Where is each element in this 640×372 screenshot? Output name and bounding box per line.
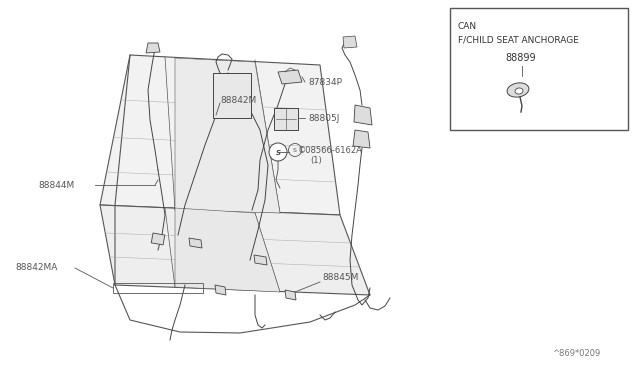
Text: 88845M: 88845M (322, 273, 358, 282)
Polygon shape (175, 58, 280, 213)
Text: F/CHILD SEAT ANCHORAGE: F/CHILD SEAT ANCHORAGE (458, 35, 579, 45)
Text: ^869*0209: ^869*0209 (552, 349, 600, 358)
Ellipse shape (515, 88, 523, 94)
Bar (274, 108, 298, 130)
Polygon shape (278, 70, 302, 84)
Ellipse shape (507, 83, 529, 97)
Polygon shape (100, 205, 370, 295)
Polygon shape (353, 130, 370, 148)
Bar (450, 8, 628, 130)
Polygon shape (146, 43, 160, 53)
Polygon shape (175, 208, 280, 292)
Polygon shape (285, 290, 296, 300)
Text: 87834P: 87834P (308, 77, 342, 87)
Polygon shape (354, 105, 372, 125)
Polygon shape (254, 255, 267, 265)
Text: S: S (275, 150, 280, 155)
Text: S: S (293, 148, 297, 153)
Bar (113, 283, 203, 293)
Circle shape (269, 143, 287, 161)
Text: CAN: CAN (458, 22, 477, 31)
Polygon shape (189, 238, 202, 248)
Polygon shape (215, 285, 226, 295)
Text: ©08566-6162A: ©08566-6162A (298, 145, 363, 154)
Bar (151, 233, 165, 245)
Text: 88842MA: 88842MA (15, 263, 58, 273)
Bar (213, 73, 251, 118)
Polygon shape (343, 36, 357, 48)
Text: (1): (1) (310, 155, 322, 164)
Text: 88805J: 88805J (308, 113, 339, 122)
Text: 88842M: 88842M (220, 96, 256, 105)
Text: 88844M: 88844M (38, 180, 74, 189)
Text: 88899: 88899 (505, 53, 536, 63)
Polygon shape (100, 55, 340, 215)
